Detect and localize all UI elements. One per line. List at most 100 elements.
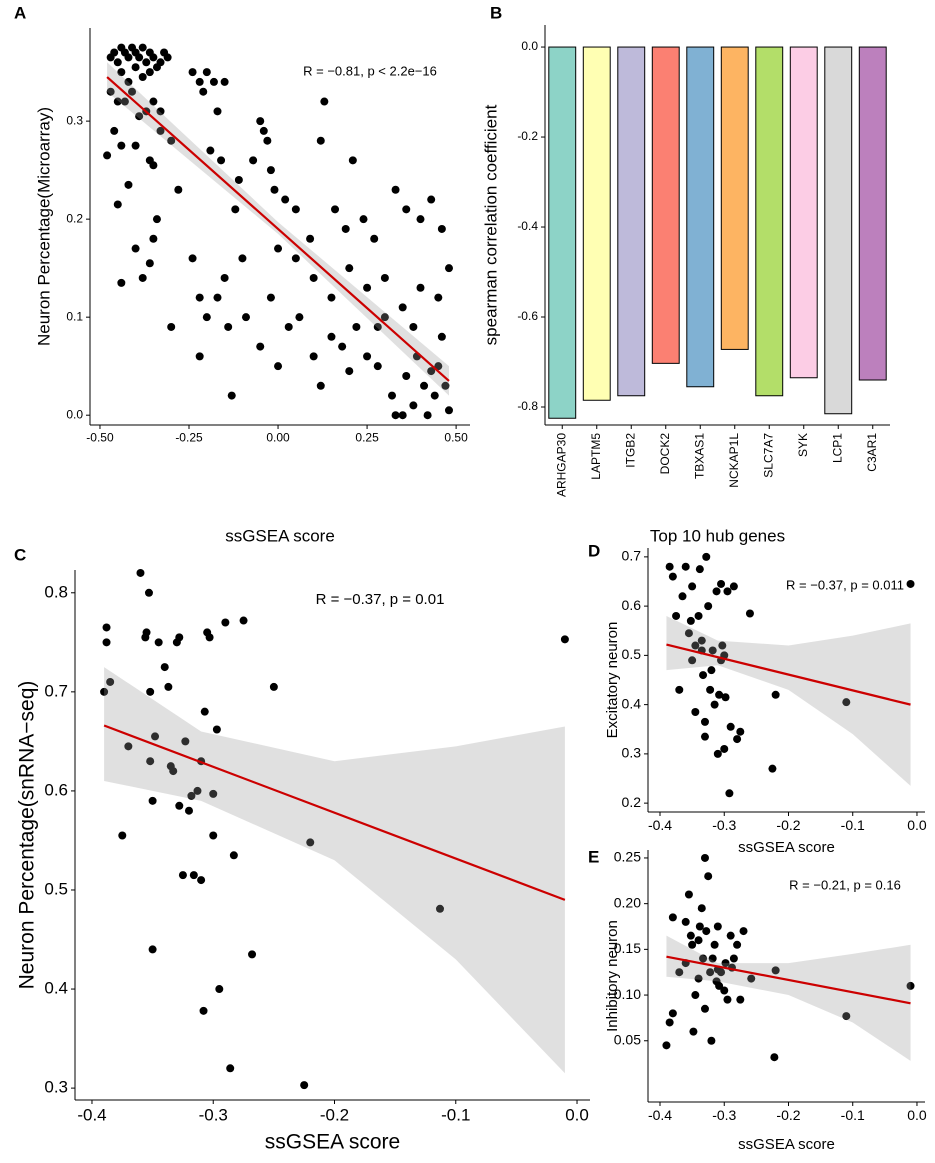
x-tick-label: -0.3 <box>199 1106 228 1125</box>
point <box>144 588 153 597</box>
y-tick-label: 0.8 <box>44 582 68 601</box>
point <box>188 254 197 263</box>
fit-line <box>106 76 450 382</box>
point <box>239 616 248 625</box>
point <box>441 381 450 390</box>
y-tick-label: 0.6 <box>44 780 68 799</box>
x-tick-label: -0.1 <box>441 1106 470 1125</box>
x-tick-label: 0.0 <box>907 1107 927 1123</box>
y-tick-label: -0.8 <box>517 399 538 413</box>
panel-letter: E <box>588 847 599 866</box>
panel-letter: C <box>14 545 26 564</box>
point <box>707 666 716 675</box>
point <box>145 259 154 268</box>
point <box>135 53 144 62</box>
point <box>117 141 126 150</box>
point <box>309 352 318 361</box>
point <box>665 1018 674 1027</box>
y-axis-label: spearman correlation coefficient <box>481 104 500 345</box>
point <box>174 185 183 194</box>
point <box>117 278 126 287</box>
point <box>113 200 122 209</box>
point <box>331 205 340 214</box>
confidence-band <box>666 615 911 786</box>
point <box>702 927 711 936</box>
point <box>695 565 704 574</box>
point <box>717 579 726 588</box>
point <box>715 690 724 699</box>
y-tick-label: 0.1 <box>66 309 83 323</box>
x-tick-label: -0.3 <box>712 1107 736 1123</box>
point <box>409 322 418 331</box>
point <box>149 234 158 243</box>
point <box>209 831 218 840</box>
point <box>712 587 721 596</box>
point <box>209 77 218 86</box>
y-tick-label: -0.2 <box>517 129 538 143</box>
point <box>695 922 704 931</box>
point <box>259 126 268 135</box>
point <box>710 940 719 949</box>
bar <box>755 46 784 397</box>
point <box>167 322 176 331</box>
point <box>684 890 693 899</box>
y-tick-label: 0.10 <box>614 986 641 1002</box>
annotation: R = −0.37, p = 0.011 <box>786 577 904 592</box>
x-tick-label: -0.3 <box>712 817 736 833</box>
point <box>842 698 851 707</box>
point <box>444 264 453 273</box>
point <box>146 757 155 766</box>
annotation: R = −0.81, p < 2.2e−16 <box>303 63 437 78</box>
annotation: R = −0.21, p = 0.16 <box>789 877 901 892</box>
point <box>745 609 754 618</box>
point <box>721 693 730 702</box>
point <box>138 273 147 282</box>
x-tick-label: DOCK2 <box>658 433 672 475</box>
point <box>720 744 729 753</box>
point <box>217 156 226 165</box>
point <box>729 582 738 591</box>
point <box>128 87 137 96</box>
panel-letter: B <box>490 3 502 22</box>
point <box>145 68 154 77</box>
point <box>672 611 681 620</box>
point <box>560 635 569 644</box>
point <box>263 136 272 145</box>
point <box>103 151 112 160</box>
point <box>398 303 407 312</box>
y-tick-label: 0.7 <box>622 548 642 564</box>
confidence-band <box>666 935 911 1061</box>
point <box>739 927 748 936</box>
point <box>269 682 278 691</box>
y-tick-label: 0.6 <box>622 597 642 613</box>
point <box>437 224 446 233</box>
point <box>169 767 178 776</box>
point <box>202 68 211 77</box>
point <box>224 322 233 331</box>
point <box>195 293 204 302</box>
point <box>688 656 697 665</box>
point <box>106 87 115 96</box>
bar <box>720 46 749 350</box>
point <box>266 166 275 175</box>
point <box>700 732 709 741</box>
x-tick-label: TBXAS1 <box>692 433 706 479</box>
point <box>220 77 229 86</box>
y-tick-label: 0.5 <box>622 646 642 662</box>
y-tick-label: 0.4 <box>622 695 642 711</box>
point <box>668 913 677 922</box>
point <box>708 954 717 963</box>
bar <box>686 46 715 388</box>
annotation: R = −0.37, p = 0.01 <box>316 591 445 608</box>
point <box>771 690 780 699</box>
x-tick-label: ARHGAP30 <box>554 433 568 497</box>
point <box>131 63 140 72</box>
point <box>420 381 429 390</box>
point <box>138 43 147 52</box>
point <box>248 950 257 959</box>
y-tick-label: 0.25 <box>614 849 641 865</box>
confidence-band <box>104 667 565 1074</box>
y-axis-label: Excitatory neuron <box>604 622 621 739</box>
point <box>320 97 329 106</box>
